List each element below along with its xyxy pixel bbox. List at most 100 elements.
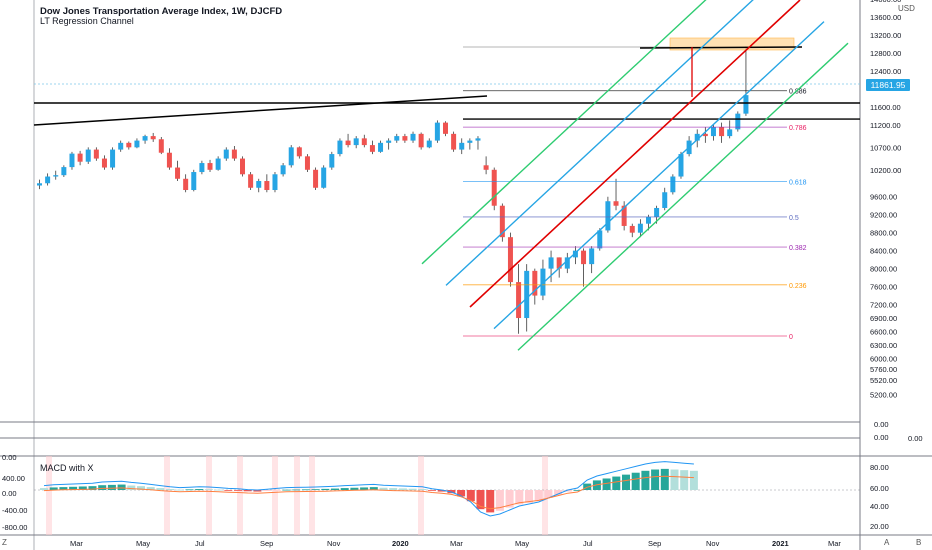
macd-histogram-bar [243, 490, 252, 492]
candle-body [337, 140, 343, 155]
candle-body [516, 282, 522, 319]
signal-highlight-band [272, 456, 278, 535]
price-axis-label: 11600.00 [870, 103, 901, 112]
candle-body [142, 136, 148, 141]
candle-body [288, 147, 294, 166]
signal-highlight-band [237, 456, 243, 535]
regression-midline [469, 0, 801, 308]
macd-histogram-bar [185, 489, 194, 491]
price-axis-label: 7600.00 [870, 283, 897, 292]
macd-histogram-bar [137, 486, 145, 490]
macd-histogram-bar [146, 487, 155, 490]
macd-histogram-bar [689, 470, 698, 490]
candle-body [77, 153, 83, 162]
macd-histogram-bar [69, 486, 78, 490]
candle-body [743, 95, 749, 114]
extra-pane-axis-label: 0.00 [874, 420, 889, 429]
price-axis-label: 5760.00 [870, 365, 897, 374]
time-axis-label: Jul [195, 539, 205, 548]
channel-outer-lower [517, 42, 849, 351]
candle-body [353, 138, 359, 146]
candle-body [240, 158, 245, 175]
macd-histogram-bar [660, 468, 669, 490]
price-axis-label: 5520.00 [870, 376, 897, 385]
macd-histogram-bar [428, 490, 436, 491]
macd-histogram-bar [311, 489, 320, 490]
currency-label: USD [898, 4, 915, 13]
log-scale-button[interactable]: B [916, 538, 922, 547]
signal-highlight-band [418, 456, 424, 535]
macd-histogram-bar [505, 490, 514, 508]
macd-histogram-bar [641, 470, 650, 490]
indicator-name: LT Regression Channel [40, 16, 134, 26]
fib-level-label: 0.382 [789, 245, 807, 252]
macd-histogram-bar [398, 488, 407, 490]
candle-body [532, 270, 538, 296]
channel-outer-upper [421, 0, 707, 265]
price-axis-label: 12800.00 [870, 49, 901, 58]
macd-histogram-bar [117, 484, 126, 490]
price-axis-label: 6600.00 [870, 328, 897, 337]
macd-histogram-bar [651, 469, 660, 490]
macd-histogram-bar [602, 478, 611, 490]
signal-highlight-band [46, 456, 52, 535]
candle-body [248, 174, 254, 188]
candle-body [53, 175, 59, 177]
candle-body [483, 165, 489, 170]
candle-body [507, 237, 513, 283]
auto-scale-button[interactable]: A [884, 538, 890, 547]
candle-body [345, 140, 351, 146]
time-axis-label: Sep [260, 539, 273, 548]
macd-histogram-bar [59, 487, 68, 490]
macd-histogram-bar [98, 485, 107, 490]
candle-body [150, 136, 156, 140]
candle-body [694, 133, 700, 141]
candle-body [394, 136, 400, 141]
macd-histogram-bar [331, 488, 339, 490]
fib-level-label: 0 [789, 334, 793, 341]
time-axis-label: Sep [648, 539, 661, 548]
macd-histogram-bar [301, 489, 310, 491]
macd-left-axis-label: 0.00 [2, 453, 17, 462]
bottom-left-letter[interactable]: Z [2, 538, 7, 547]
candle-body [572, 250, 578, 258]
candle-body [621, 205, 627, 226]
candle-body [719, 127, 725, 137]
candle-body [702, 133, 708, 137]
candle-body [321, 167, 327, 188]
macd-right-axis-label: 80.00 [870, 463, 889, 472]
macd-histogram-bar [292, 489, 301, 491]
price-axis-label: 5200.00 [870, 390, 897, 399]
candle-body [126, 142, 132, 148]
macd-histogram-bar [234, 490, 242, 491]
macd-histogram-bar [408, 488, 417, 490]
candle-body [564, 257, 570, 269]
macd-histogram-bar [107, 484, 116, 490]
macd-histogram-bar [670, 469, 679, 490]
candle-body [459, 142, 465, 150]
macd-left-axis-label: 400.00 [2, 474, 25, 483]
fib-level-label: 0.5 [789, 215, 799, 222]
macd-histogram-bar [534, 490, 543, 502]
macd-histogram-bar [272, 490, 281, 491]
candle-body [605, 201, 611, 231]
price-axis-label: 8800.00 [870, 229, 897, 238]
candle-body [101, 158, 107, 168]
macd-histogram-bar [389, 488, 398, 490]
macd-histogram-bar [88, 486, 97, 490]
candle-body [646, 216, 651, 224]
price-axis-label: 9600.00 [870, 193, 897, 202]
time-axis-label: Mar [70, 539, 83, 548]
macd-histogram-bar [282, 489, 291, 491]
macd-histogram-bar [40, 488, 48, 490]
price-axis-label: 6900.00 [870, 314, 897, 323]
candle-body [597, 230, 603, 249]
price-axis-label: 9200.00 [870, 211, 897, 220]
candle-body [304, 156, 310, 170]
channel-inner-upper [445, 0, 754, 286]
macd-histogram-bar [166, 489, 175, 490]
candle-body [451, 133, 457, 150]
macd-histogram-bar [466, 490, 475, 502]
